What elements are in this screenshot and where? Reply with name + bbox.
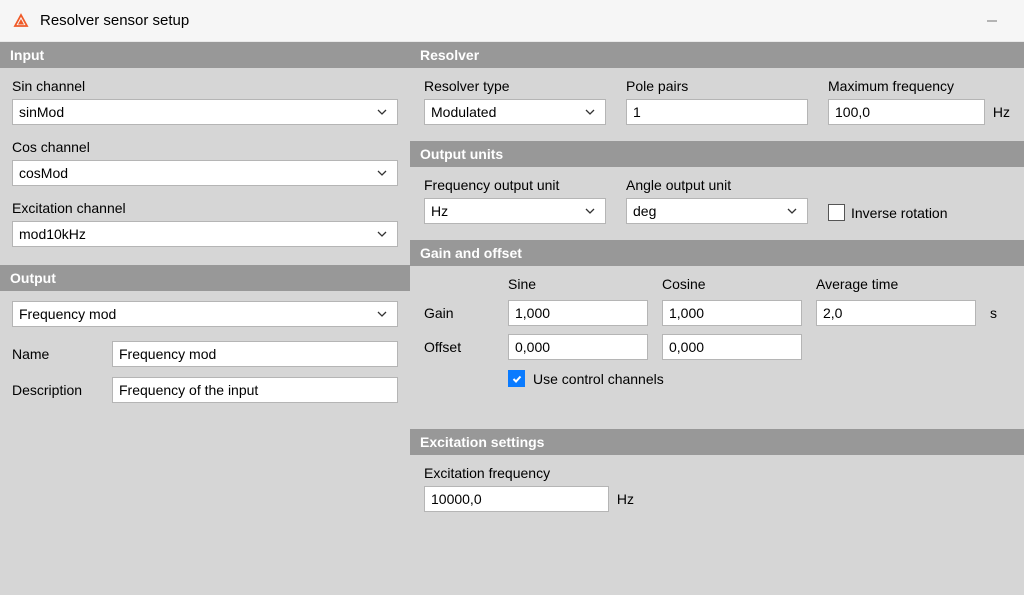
output-desc-input[interactable] [112, 377, 398, 403]
input-section-header: Input [0, 42, 410, 68]
sin-channel-value: sinMod [19, 104, 64, 120]
cos-channel-label: Cos channel [12, 139, 398, 155]
col-cosine-header: Cosine [662, 276, 802, 292]
chevron-down-icon [373, 106, 391, 118]
resolver-section-header: Resolver [410, 42, 1024, 68]
exc-channel-select[interactable]: mod10kHz [12, 221, 398, 247]
angle-unit-select[interactable]: deg [626, 198, 808, 224]
chevron-down-icon [581, 205, 599, 217]
col-avg-header: Average time [816, 276, 976, 292]
output-name-label: Name [12, 346, 102, 362]
use-control-channels-checkbox[interactable]: Use control channels [508, 370, 1010, 387]
col-sine-header: Sine [508, 276, 648, 292]
output-select-value: Frequency mod [19, 306, 116, 322]
titlebar: Resolver sensor setup [0, 0, 1024, 42]
units-section-header: Output units [410, 141, 1024, 167]
sin-channel-select[interactable]: sinMod [12, 99, 398, 125]
angle-unit-label: Angle output unit [626, 177, 808, 193]
chevron-down-icon [581, 106, 599, 118]
window-title: Resolver sensor setup [40, 12, 972, 29]
gain-cosine-input[interactable] [662, 300, 802, 326]
gain-sine-input[interactable] [508, 300, 648, 326]
inverse-rotation-checkbox[interactable]: Inverse rotation [828, 204, 948, 221]
exc-freq-label: Excitation frequency [424, 465, 1010, 481]
cos-channel-select[interactable]: cosMod [12, 160, 398, 186]
output-select[interactable]: Frequency mod [12, 301, 398, 327]
exc-channel-value: mod10kHz [19, 226, 86, 242]
freq-unit-value: Hz [431, 203, 448, 219]
chevron-down-icon [783, 205, 801, 217]
resolver-type-value: Modulated [431, 104, 496, 120]
resolver-type-select[interactable]: Modulated [424, 99, 606, 125]
output-name-input[interactable] [112, 341, 398, 367]
exc-channel-label: Excitation channel [12, 200, 398, 216]
use-control-channels-label: Use control channels [533, 371, 664, 387]
pole-pairs-label: Pole pairs [626, 78, 808, 94]
cos-channel-value: cosMod [19, 165, 68, 181]
freq-unit-label: Frequency output unit [424, 177, 606, 193]
output-section-header: Output [0, 265, 410, 291]
chevron-down-icon [373, 167, 391, 179]
max-freq-label: Maximum frequency [828, 78, 1010, 94]
row-gain-label: Gain [424, 305, 494, 321]
exc-freq-unit: Hz [617, 491, 634, 507]
row-offset-label: Offset [424, 339, 494, 355]
angle-unit-value: deg [633, 203, 656, 219]
gain-section-header: Gain and offset [410, 240, 1024, 266]
chevron-down-icon [373, 228, 391, 240]
sin-channel-label: Sin channel [12, 78, 398, 94]
avg-time-input[interactable] [816, 300, 976, 326]
app-logo-icon [12, 12, 30, 30]
offset-cosine-input[interactable] [662, 334, 802, 360]
inverse-rotation-label: Inverse rotation [851, 205, 948, 221]
max-freq-input[interactable] [828, 99, 985, 125]
pole-pairs-input[interactable] [626, 99, 808, 125]
minimize-button[interactable] [972, 6, 1012, 36]
offset-sine-input[interactable] [508, 334, 648, 360]
excitation-section-header: Excitation settings [410, 429, 1024, 455]
exc-freq-input[interactable] [424, 486, 609, 512]
checkbox-icon [828, 204, 845, 221]
chevron-down-icon [373, 308, 391, 320]
resolver-type-label: Resolver type [424, 78, 606, 94]
avg-time-unit: s [990, 305, 1010, 321]
freq-unit-select[interactable]: Hz [424, 198, 606, 224]
output-desc-label: Description [12, 382, 102, 398]
checkbox-checked-icon [508, 370, 525, 387]
max-freq-unit: Hz [993, 104, 1010, 120]
